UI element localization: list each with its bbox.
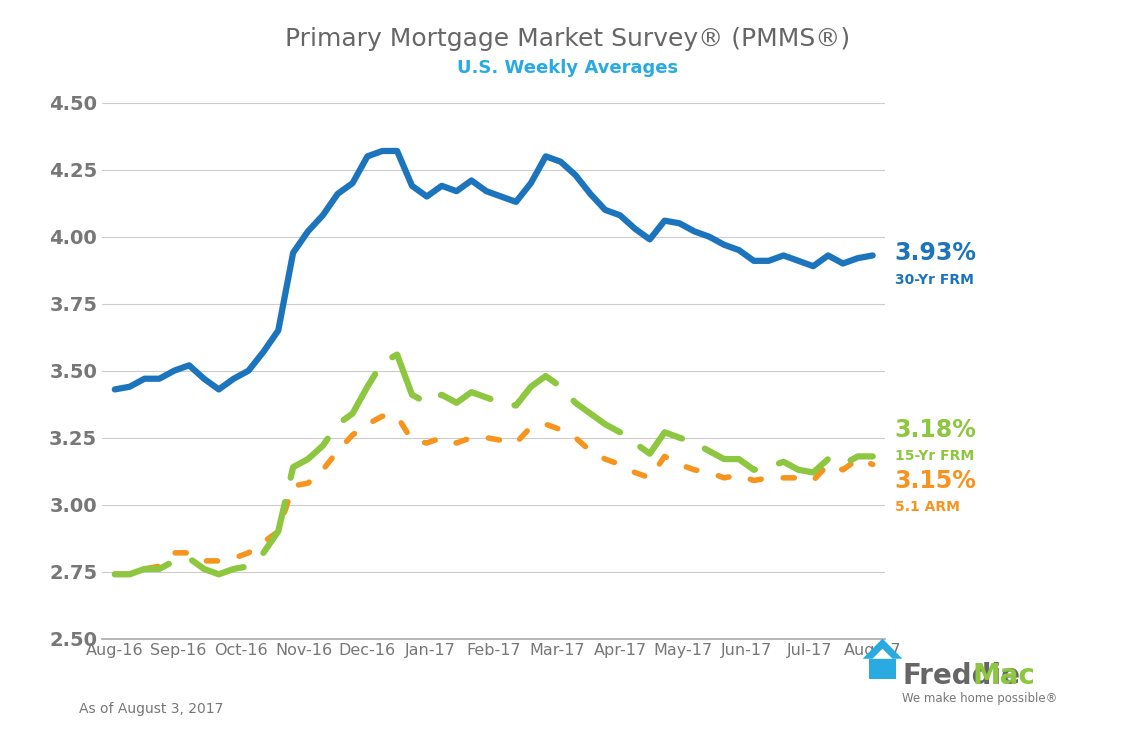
Text: We make home possible®: We make home possible® <box>902 691 1058 705</box>
Text: Freddie: Freddie <box>902 662 1020 690</box>
Text: Primary Mortgage Market Survey® (PMMS®): Primary Mortgage Market Survey® (PMMS®) <box>285 27 850 51</box>
Text: 3.15%: 3.15% <box>894 468 976 493</box>
Text: Mac: Mac <box>973 662 1035 690</box>
Text: As of August 3, 2017: As of August 3, 2017 <box>79 702 224 716</box>
Text: 5.1 ARM: 5.1 ARM <box>894 501 960 515</box>
Polygon shape <box>868 659 897 679</box>
Polygon shape <box>873 649 892 659</box>
Text: 15-Yr FRM: 15-Yr FRM <box>894 449 974 463</box>
Text: U.S. Weekly Averages: U.S. Weekly Averages <box>457 59 678 77</box>
Text: 3.18%: 3.18% <box>894 418 976 442</box>
Text: 3.93%: 3.93% <box>894 241 977 265</box>
Text: 30-Yr FRM: 30-Yr FRM <box>894 272 974 286</box>
Polygon shape <box>863 639 902 659</box>
